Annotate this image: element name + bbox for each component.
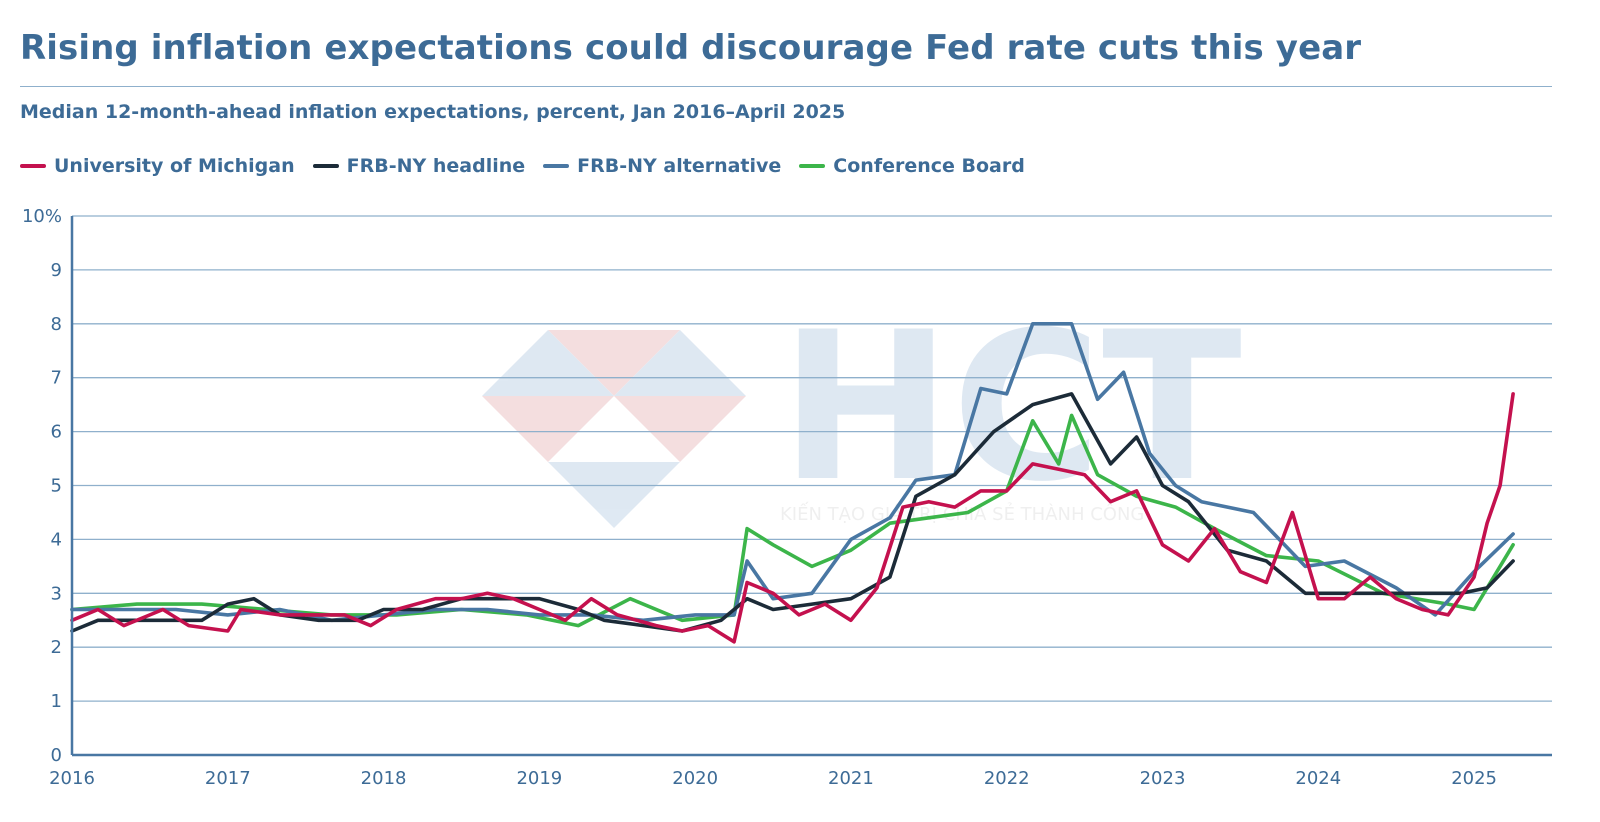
- y-tick-label: 7: [51, 368, 62, 389]
- y-tick-label: 5: [51, 476, 62, 497]
- x-axis-ticks: 2016 2017 2018 2019 2020 2021 2022 2023 2024 2025: [49, 768, 1497, 789]
- legend-swatch-frb-headline: [312, 164, 339, 168]
- legend-item-conference-board: Conference Board: [799, 155, 1025, 177]
- y-tick-label: 6: [51, 422, 62, 443]
- gridlines: [72, 215, 1552, 702]
- x-tick-label: 2016: [49, 768, 95, 789]
- y-axis-ticks: 0 1 2 3 4 5 6 7 8 9 10%: [22, 206, 62, 766]
- chart-title: Rising inflation expectations could disc…: [20, 28, 1362, 68]
- series-line-michigan: [70, 392, 1515, 644]
- title-divider: [20, 86, 1552, 87]
- series-line-frb-alternative: [70, 321, 1515, 623]
- x-tick-label: 2019: [516, 768, 562, 789]
- legend-swatch-frb-alternative: [543, 164, 570, 168]
- y-tick-label: 3: [51, 583, 62, 604]
- x-tick-label: 2020: [672, 768, 718, 789]
- legend-label-frb-alternative: FRB-NY alternative: [577, 155, 782, 177]
- legend-item-frb-headline: FRB-NY headline: [312, 155, 526, 177]
- legend-item-frb-alternative: FRB-NY alternative: [543, 155, 781, 177]
- y-tick-label: 4: [51, 529, 62, 550]
- legend-label-michigan: University of Michigan: [54, 155, 295, 177]
- x-tick-label: 2021: [828, 768, 874, 789]
- y-tick-label: 0: [51, 745, 62, 766]
- y-tick-label: 9: [51, 260, 62, 281]
- x-tick-label: 2022: [984, 768, 1030, 789]
- y-tick-label: 10%: [22, 206, 62, 227]
- y-tick-label: 2: [51, 637, 62, 658]
- series-lines: [70, 321, 1515, 644]
- legend-swatch-conference-board: [799, 164, 826, 168]
- y-tick-label: 1: [51, 691, 62, 712]
- x-tick-label: 2024: [1295, 768, 1341, 789]
- x-tick-label: 2025: [1451, 768, 1497, 789]
- hct-logo-diamonds: [482, 330, 746, 528]
- legend-item-michigan: University of Michigan: [20, 155, 295, 177]
- legend-label-conference-board: Conference Board: [833, 155, 1025, 177]
- chart-subtitle: Median 12-month-ahead inflation expectat…: [20, 101, 846, 123]
- legend-label-frb-headline: FRB-NY headline: [346, 155, 526, 177]
- x-tick-label: 2018: [361, 768, 407, 789]
- x-tick-label: 2017: [205, 768, 251, 789]
- y-tick-label: 8: [51, 314, 62, 335]
- chart-legend: University of Michigan FRB-NY headline F…: [20, 155, 1043, 177]
- x-tick-label: 2023: [1140, 768, 1186, 789]
- legend-swatch-michigan: [20, 164, 46, 168]
